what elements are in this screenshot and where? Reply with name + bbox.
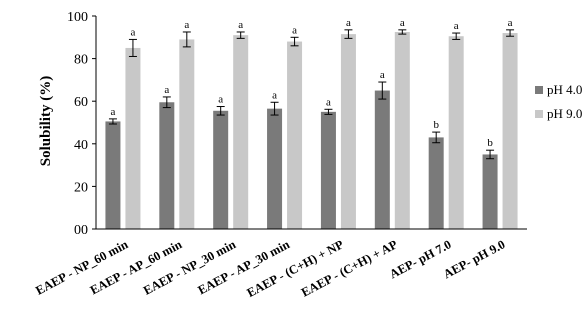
legend-label: pH 9.0 [547, 106, 582, 121]
x-tick-label: EAEP - NP_60 min [33, 237, 130, 297]
y-tick-label: 00 [74, 223, 88, 238]
bar [287, 41, 303, 230]
significance-label: b [487, 137, 493, 149]
bar [428, 137, 444, 229]
bar [105, 121, 121, 229]
bar [482, 154, 498, 229]
legend-label: pH 4.0 [547, 82, 582, 97]
bar [159, 102, 175, 229]
y-tick-labels: 00 20 40 60 80 100 [67, 10, 96, 238]
x-tick-label: EAEP - (C+H) + NP [245, 237, 347, 300]
significance-label: a [238, 19, 243, 31]
bar [448, 36, 464, 229]
y-axis-label: Solubility (%) [38, 76, 54, 166]
x-tick-label: AEP- pH 9.0 [441, 237, 507, 281]
x-tick-label: EAEP - AP_30 min [196, 237, 292, 297]
bar [374, 90, 390, 229]
significance-label: a [184, 19, 189, 31]
bar [340, 34, 356, 230]
significance-label: a [164, 84, 169, 96]
significance-label: a [218, 94, 223, 106]
significance-label: a [272, 89, 277, 101]
y-tick-label: 100 [67, 10, 88, 25]
legend-swatch [535, 110, 543, 118]
y-tick-label: 40 [74, 138, 88, 153]
significance-label: a [130, 26, 135, 38]
significance-label: a [400, 17, 405, 29]
y-tick-label: 80 [74, 53, 88, 68]
bar [233, 35, 249, 229]
bar [320, 111, 336, 229]
bar [394, 31, 410, 229]
significance-label: a [326, 96, 331, 108]
significance-label: a [346, 17, 351, 29]
axes [95, 16, 527, 230]
legend: pH 4.0 pH 9.0 [535, 82, 582, 121]
y-tick-label: 60 [74, 95, 88, 110]
bars: a a a a a a b b a a a a a a a a [105, 17, 518, 230]
x-tick-label: EAEP - NP_30 min [141, 237, 238, 297]
bar [267, 108, 283, 229]
x-tick-label: EAEP - AP_60 min [88, 237, 184, 297]
bar [502, 33, 518, 229]
bar [179, 39, 195, 230]
legend-swatch [535, 86, 543, 94]
significance-label: b [433, 119, 439, 131]
significance-label: a [508, 17, 513, 29]
y-tick-label: 20 [74, 180, 88, 195]
bar [125, 47, 141, 230]
significance-label: a [110, 106, 115, 118]
x-tick-label: EAEP - (C+H) + AP [299, 237, 400, 300]
bar [213, 110, 229, 229]
significance-label: a [292, 24, 297, 36]
significance-label: a [454, 20, 459, 32]
significance-label: a [380, 69, 385, 81]
